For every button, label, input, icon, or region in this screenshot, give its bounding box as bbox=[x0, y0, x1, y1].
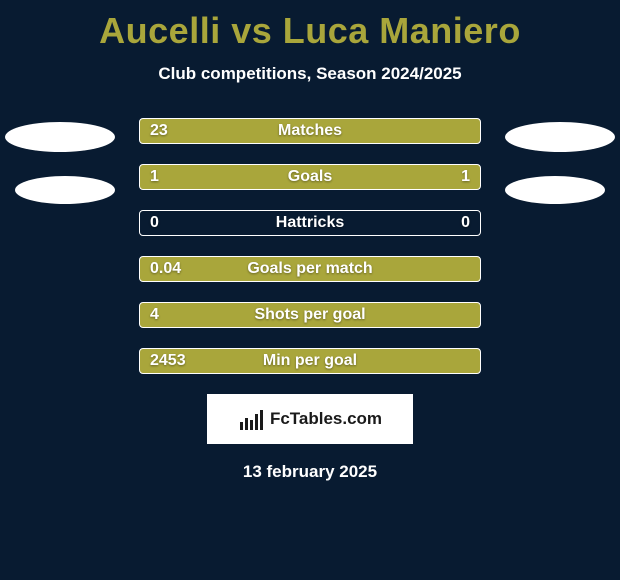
stat-row-hattricks: 0 Hattricks 0 bbox=[139, 210, 481, 236]
stat-row-matches: 23 Matches bbox=[139, 118, 481, 144]
stat-row-goals-per-match: 0.04 Goals per match bbox=[139, 256, 481, 282]
stat-left-value: 0 bbox=[150, 214, 159, 232]
stat-label: Shots per goal bbox=[254, 306, 365, 324]
stat-row-min-per-goal: 2453 Min per goal bbox=[139, 348, 481, 374]
stat-row-goals: 1 Goals 1 bbox=[139, 164, 481, 190]
stat-label: Min per goal bbox=[263, 352, 357, 370]
date-label: 13 february 2025 bbox=[0, 462, 620, 482]
page-title: Aucelli vs Luca Maniero bbox=[0, 0, 620, 52]
stats-container: 23 Matches 1 Goals 1 0 Hattricks 0 0.04 … bbox=[0, 118, 620, 374]
player-left-shadow bbox=[15, 176, 115, 204]
bar-chart-icon bbox=[238, 408, 264, 430]
stat-label: Goals bbox=[288, 168, 332, 186]
stat-right-value: 1 bbox=[461, 168, 470, 186]
stat-left-value: 2453 bbox=[150, 352, 186, 370]
stat-left-value: 23 bbox=[150, 122, 168, 140]
stat-row-shots-per-goal: 4 Shots per goal bbox=[139, 302, 481, 328]
fctables-logo: FcTables.com bbox=[207, 394, 413, 444]
stat-label: Hattricks bbox=[276, 214, 344, 232]
stat-label: Goals per match bbox=[247, 260, 372, 278]
subtitle: Club competitions, Season 2024/2025 bbox=[0, 64, 620, 84]
stat-label: Matches bbox=[278, 122, 342, 140]
stat-right-value: 0 bbox=[461, 214, 470, 232]
player-right-shadow bbox=[505, 176, 605, 204]
logo-text: FcTables.com bbox=[270, 409, 382, 429]
player-right-avatar-placeholder bbox=[505, 122, 615, 152]
stat-left-value: 1 bbox=[150, 168, 159, 186]
player-left-avatar-placeholder bbox=[5, 122, 115, 152]
stat-left-value: 0.04 bbox=[150, 260, 181, 278]
stat-left-value: 4 bbox=[150, 306, 159, 324]
